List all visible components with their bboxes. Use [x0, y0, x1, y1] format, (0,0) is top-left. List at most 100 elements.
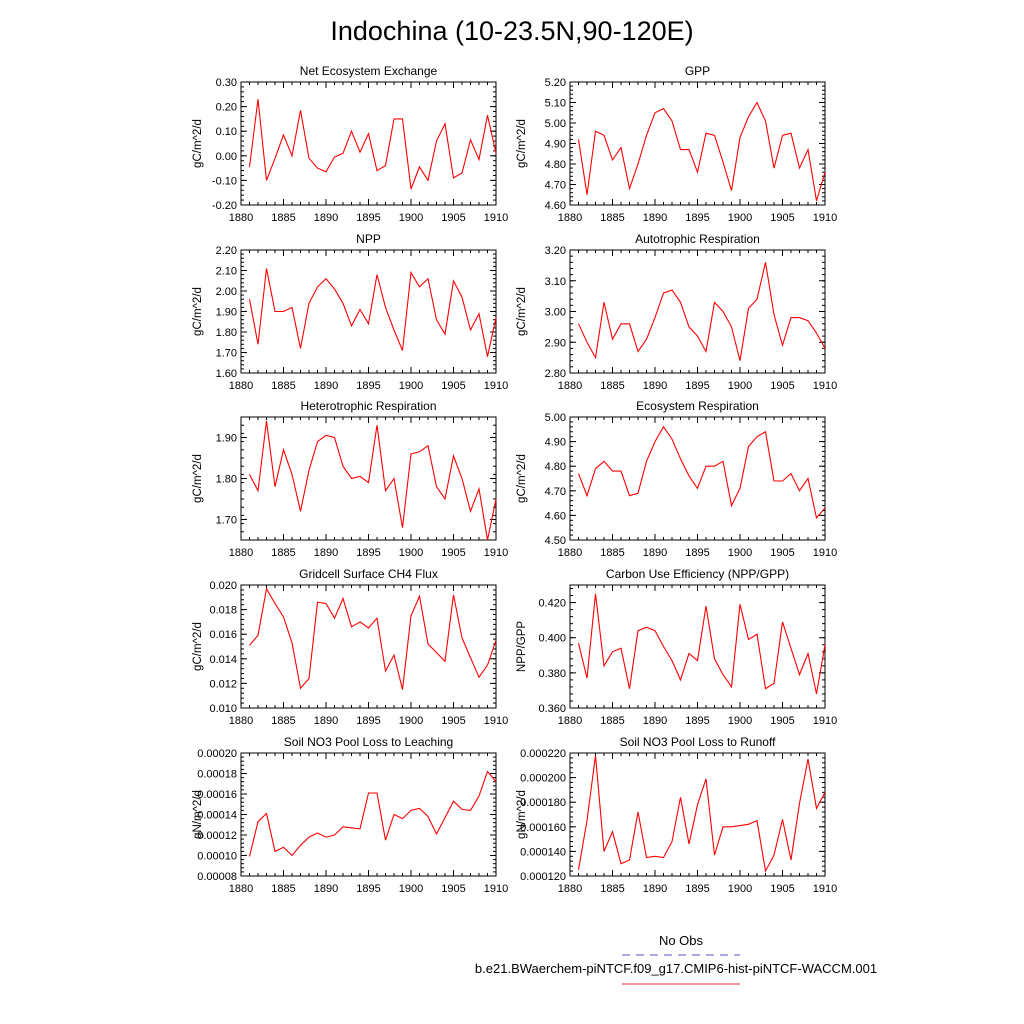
y-tick-label: 5.00 — [545, 412, 566, 424]
chart-panel: Heterotrophic Respiration 1880 1885 1890 189… — [192, 399, 508, 559]
y-tick-label: 1.80 — [216, 327, 237, 339]
x-tick-label: 1885 — [271, 380, 295, 392]
y-tick-label: 0.400 — [538, 633, 566, 645]
panel-title: GPP — [685, 64, 710, 78]
x-tick-label: 1880 — [558, 883, 582, 895]
y-tick-label: 0.20 — [216, 102, 237, 114]
x-tick-label: 1910 — [484, 883, 508, 895]
x-tick-label: 1885 — [271, 715, 295, 727]
x-tick-label: 1910 — [484, 212, 508, 224]
y-tick-label: 0.000200 — [520, 773, 566, 785]
y-tick-label: 0.012 — [209, 678, 237, 690]
x-tick-label: 1885 — [600, 883, 624, 895]
y-tick-label: 4.60 — [545, 200, 566, 212]
x-tick-label: 1910 — [484, 547, 508, 559]
y-tick-label: 0.000160 — [520, 822, 566, 834]
x-tick-label: 1905 — [441, 380, 465, 392]
y-tick-label: 0.30 — [216, 77, 237, 89]
y-tick-label: 1.90 — [216, 433, 237, 445]
panel-title: Carbon Use Efficiency (NPP/GPP) — [606, 567, 789, 581]
x-tick-label: 1895 — [685, 883, 709, 895]
y-axis-label: NPP/GPP — [516, 621, 528, 672]
y-tick-label: 0.00014 — [197, 810, 237, 822]
x-tick-label: 1890 — [643, 883, 667, 895]
plot-frame — [569, 752, 826, 877]
x-tick-label: 1910 — [813, 883, 837, 895]
y-tick-label: 1.70 — [216, 348, 237, 360]
x-tick-label: 1890 — [314, 547, 338, 559]
panel-title: Net Ecosystem Exchange — [300, 64, 438, 78]
y-tick-label: 2.20 — [216, 245, 237, 257]
y-axis-label: gC/m^2/d — [516, 119, 528, 168]
series-line — [577, 593, 826, 695]
panel-title: NPP — [356, 232, 381, 246]
chart-panel: Carbon Use Efficiency (NPP/GPP) 1880 1885 1… — [516, 567, 837, 727]
legend-obs-label: No Obs — [659, 933, 704, 948]
x-tick-label: 1895 — [685, 715, 709, 727]
y-tick-label: 0.00008 — [197, 871, 237, 883]
y-tick-label: 0.000140 — [520, 846, 566, 858]
x-tick-label: 1890 — [314, 715, 338, 727]
x-tick-label: 1895 — [356, 883, 380, 895]
x-tick-label: 1880 — [558, 715, 582, 727]
series-line — [577, 425, 826, 520]
x-tick-label: 1885 — [271, 547, 295, 559]
panel-title: Ecosystem Respiration — [636, 399, 759, 413]
y-tick-label: 4.70 — [545, 486, 566, 498]
y-tick-label: 0.00020 — [197, 748, 237, 760]
x-tick-label: 1890 — [314, 380, 338, 392]
plot-frame — [569, 81, 826, 206]
y-tick-label: 1.80 — [216, 474, 237, 486]
x-tick-label: 1895 — [685, 547, 709, 559]
figure-title: Indochina (10-23.5N,90-120E) — [330, 16, 693, 46]
legend: No Obs b.e21.BWaerchem-piNTCF.f09_g17.CM… — [475, 933, 877, 985]
series-line — [577, 101, 826, 202]
series-line — [248, 99, 497, 190]
x-tick-label: 1885 — [600, 715, 624, 727]
y-tick-label: 3.20 — [545, 245, 566, 257]
x-tick-label: 1890 — [643, 380, 667, 392]
x-tick-label: 1885 — [271, 883, 295, 895]
x-tick-label: 1885 — [600, 212, 624, 224]
y-tick-label: 0.00010 — [197, 851, 237, 863]
x-tick-label: 1910 — [484, 380, 508, 392]
y-tick-label: 0.010 — [209, 703, 237, 715]
x-tick-label: 1895 — [685, 380, 709, 392]
x-tick-label: 1885 — [600, 547, 624, 559]
plot-frame — [240, 752, 497, 877]
y-tick-label: 2.00 — [216, 286, 237, 298]
series-line — [249, 421, 497, 541]
y-tick-label: 1.90 — [216, 307, 237, 319]
x-tick-label: 1890 — [643, 715, 667, 727]
x-tick-label: 1905 — [441, 547, 465, 559]
panel-title: Gridcell Surface CH4 Flux — [299, 567, 438, 581]
chart-panel: Net Ecosystem Exchange 1880 1885 1890 1895 19… — [192, 64, 508, 224]
y-tick-label: 0.020 — [209, 580, 237, 592]
y-tick-label: 1.60 — [216, 368, 237, 380]
panel-title: Soil NO3 Pool Loss to Runoff — [620, 735, 777, 749]
x-tick-label: 1880 — [229, 212, 253, 224]
x-tick-label: 1905 — [441, 883, 465, 895]
x-tick-label: 1905 — [770, 380, 794, 392]
y-axis-label: gC/m^2/d — [516, 287, 528, 336]
y-tick-label: 0.00 — [216, 151, 237, 163]
x-tick-label: 1900 — [728, 212, 752, 224]
x-tick-label: 1910 — [813, 212, 837, 224]
x-tick-label: 1880 — [558, 380, 582, 392]
y-tick-label: 0.420 — [538, 598, 566, 610]
x-tick-label: 1905 — [770, 883, 794, 895]
panel-title: Autotrophic Respiration — [635, 232, 760, 246]
y-tick-label: 0.018 — [209, 605, 237, 617]
x-tick-label: 1895 — [685, 212, 709, 224]
y-tick-label: 4.70 — [545, 180, 566, 192]
x-tick-label: 1900 — [399, 380, 423, 392]
y-tick-label: -0.10 — [212, 175, 237, 187]
x-tick-label: 1880 — [558, 547, 582, 559]
y-axis-label: gN/m^2/d — [192, 790, 204, 839]
y-tick-label: 3.10 — [545, 276, 566, 288]
x-tick-label: 1905 — [441, 212, 465, 224]
y-tick-label: 1.70 — [216, 515, 237, 527]
x-tick-label: 1900 — [728, 547, 752, 559]
x-tick-label: 1885 — [271, 212, 295, 224]
